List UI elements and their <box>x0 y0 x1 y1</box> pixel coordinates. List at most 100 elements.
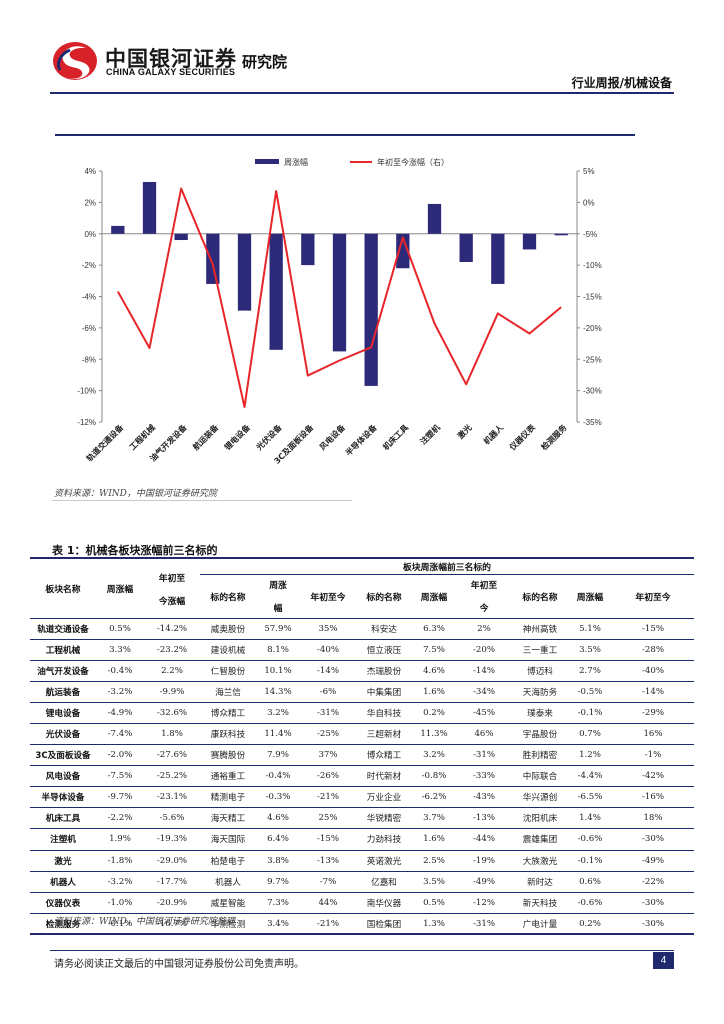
bar-weekly <box>554 233 568 236</box>
cell-ytd: -16.7% <box>144 913 200 936</box>
cell-weekly-3: 1.2% <box>568 744 612 767</box>
cell-sector: 激光 <box>30 850 96 872</box>
cell-target-3: 三一重工 <box>512 639 568 661</box>
header-ytd-2: 年初至今 <box>456 574 512 619</box>
header-target-2: 标的名称 <box>356 574 412 619</box>
cell-weekly-2: 2.5% <box>412 850 456 872</box>
cell-weekly-1: 9.7% <box>256 871 300 893</box>
bar-weekly <box>364 233 378 386</box>
cell-ytd-1: -26% <box>300 765 356 788</box>
cell-ytd-1: -14% <box>300 660 356 682</box>
chart-top-rule <box>55 134 635 136</box>
cell-ytd: -9.9% <box>144 681 200 703</box>
left-tick-label: -4% <box>82 293 96 302</box>
cell-ytd: 2.2% <box>144 660 200 682</box>
cell-sector: 轨道交通设备 <box>30 618 96 640</box>
bar-weekly <box>522 233 537 250</box>
table-title: 表 1：机械各板块涨幅前三名标的 <box>52 544 218 557</box>
institute-name: 研究院 <box>242 53 288 71</box>
cell-target-2: 时代新材 <box>356 765 412 788</box>
cell-ytd: -23.2% <box>144 639 200 661</box>
cell-ytd-3: -1% <box>612 744 694 767</box>
cell-target-1: 柏楚电子 <box>200 850 256 872</box>
bar-weekly <box>142 181 157 234</box>
cell-ytd-1: -21% <box>300 913 356 936</box>
chart-source-rule <box>52 500 352 501</box>
cell-weekly-3: -4.4% <box>568 765 612 788</box>
table-row: 航运装备 -3.2% -9.9% 海兰信 14.3% -6% 中集集团 1.6% -34% 天海防… <box>30 681 694 703</box>
header-weekly-3: 周涨幅 <box>568 574 612 619</box>
cell-weekly: -0.1% <box>96 913 144 936</box>
cell-weekly-2: 11.3% <box>412 723 456 746</box>
cell-ytd: -5.6% <box>144 807 200 830</box>
bar-weekly <box>206 233 220 284</box>
table-source: 资料来源：WIND，中国银河证券研究院整理 <box>54 917 235 927</box>
cell-ytd-1: -6% <box>300 681 356 703</box>
cell-sector: 仪器仪表 <box>30 892 96 914</box>
cell-target-3: 神州高铁 <box>512 618 568 640</box>
cell-weekly-1: 10.1% <box>256 660 300 682</box>
cell-target-2: 科安达 <box>356 618 412 640</box>
table-row: 半导体设备 -9.7% -23.1% 精测电子 -0.3% -21% 万业企业 -6.2% -4… <box>30 786 694 809</box>
cell-weekly-2: 1.6% <box>412 681 456 703</box>
right-tick-label: -10% <box>583 261 602 270</box>
cell-weekly-3: 0.6% <box>568 871 612 893</box>
cell-ytd-3: -29% <box>612 702 694 724</box>
cell-weekly-2: 1.6% <box>412 828 456 851</box>
page-header: 中国银河证券 CHINA GALAXY SECURITIES 研究院 行业周报/… <box>0 0 724 100</box>
header-ytd: 年初至 今涨幅 <box>144 560 200 619</box>
legend-line-label: 年初至今涨幅（右） <box>377 157 449 167</box>
cell-ytd-1: -21% <box>300 786 356 809</box>
cell-weekly-2: 3.5% <box>412 871 456 893</box>
table-row: 工程机械 3.3% -23.2% 建设机械 8.1% -40% 恒立液压 7.5% -20% 三一… <box>30 639 694 661</box>
cell-ytd: -29.0% <box>144 850 200 872</box>
cell-target-1: 机器人 <box>200 871 256 893</box>
footer-rule <box>50 950 674 951</box>
table-row: 光伏设备 -7.4% 1.8% 康跃科技 11.4% -25% 三超新材 11.3% 46% 宇晶… <box>30 723 694 746</box>
table-row: 锂电设备 -4.9% -32.6% 博众精工 3.2% -31% 华自科技 0.2% -45% 璞… <box>30 702 694 724</box>
category-label: 风电设备 <box>317 422 347 452</box>
cell-weekly-3: 5.1% <box>568 618 612 640</box>
bar-weekly <box>174 233 188 241</box>
cell-ytd-3: -14% <box>612 681 694 703</box>
cell-ytd: -17.7% <box>144 871 200 893</box>
cell-target-1: 康跃科技 <box>200 723 256 746</box>
category-label: 机床工具 <box>381 422 411 452</box>
cell-target-3: 博迈科 <box>512 660 568 682</box>
cell-weekly: 3.3% <box>96 639 144 661</box>
cell-weekly-3: -0.6% <box>568 892 612 914</box>
cell-target-3: 新天科技 <box>512 892 568 914</box>
cell-sector: 光伏设备 <box>30 723 96 746</box>
table-row: 风电设备 -7.5% -25.2% 通裕重工 -0.4% -26% 时代新材 -0.8% -33… <box>30 765 694 788</box>
brand-name-en: CHINA GALAXY SECURITIES <box>106 67 236 77</box>
right-tick-label: -15% <box>583 293 602 302</box>
cell-weekly-2: 0.5% <box>412 892 456 914</box>
category-label: 锂电设备 <box>222 422 252 452</box>
header-sector: 板块名称 <box>30 560 96 619</box>
cell-weekly: -1.0% <box>96 892 144 914</box>
cell-ytd: -27.6% <box>144 744 200 767</box>
cell-ytd-3: 18% <box>612 807 694 830</box>
cell-target-2: 南华仪器 <box>356 892 412 914</box>
cell-weekly-1: 57.9% <box>256 618 300 640</box>
cell-target-1: 华测检测 <box>200 913 256 936</box>
cell-weekly-3: -6.5% <box>568 786 612 809</box>
cell-sector: 锂电设备 <box>30 702 96 724</box>
cell-ytd-1: -13% <box>300 850 356 872</box>
cell-target-3: 震雄集团 <box>512 828 568 851</box>
right-tick-label: -30% <box>583 387 602 396</box>
cell-weekly-1: 11.4% <box>256 723 300 746</box>
cell-target-3: 沈阳机床 <box>512 807 568 830</box>
cell-ytd-3: -49% <box>612 850 694 872</box>
chart-svg: 4% 2% 0% -2% -4% -6% -8% -10% -12% 5% 0% -5% -10% -15… <box>77 157 602 466</box>
cell-weekly: -7.5% <box>96 765 144 788</box>
cell-ytd-3: -42% <box>612 765 694 788</box>
cell-target-2: 博众精工 <box>356 744 412 767</box>
cell-ytd-3: -30% <box>612 892 694 914</box>
category-label: 轨道交通设备 <box>84 422 126 464</box>
cell-weekly: -0.4% <box>96 660 144 682</box>
cell-sector: 风电设备 <box>30 765 96 788</box>
right-tick-label: -20% <box>583 324 602 333</box>
cell-target-1: 海兰信 <box>200 681 256 703</box>
cell-ytd-3: -30% <box>612 828 694 851</box>
